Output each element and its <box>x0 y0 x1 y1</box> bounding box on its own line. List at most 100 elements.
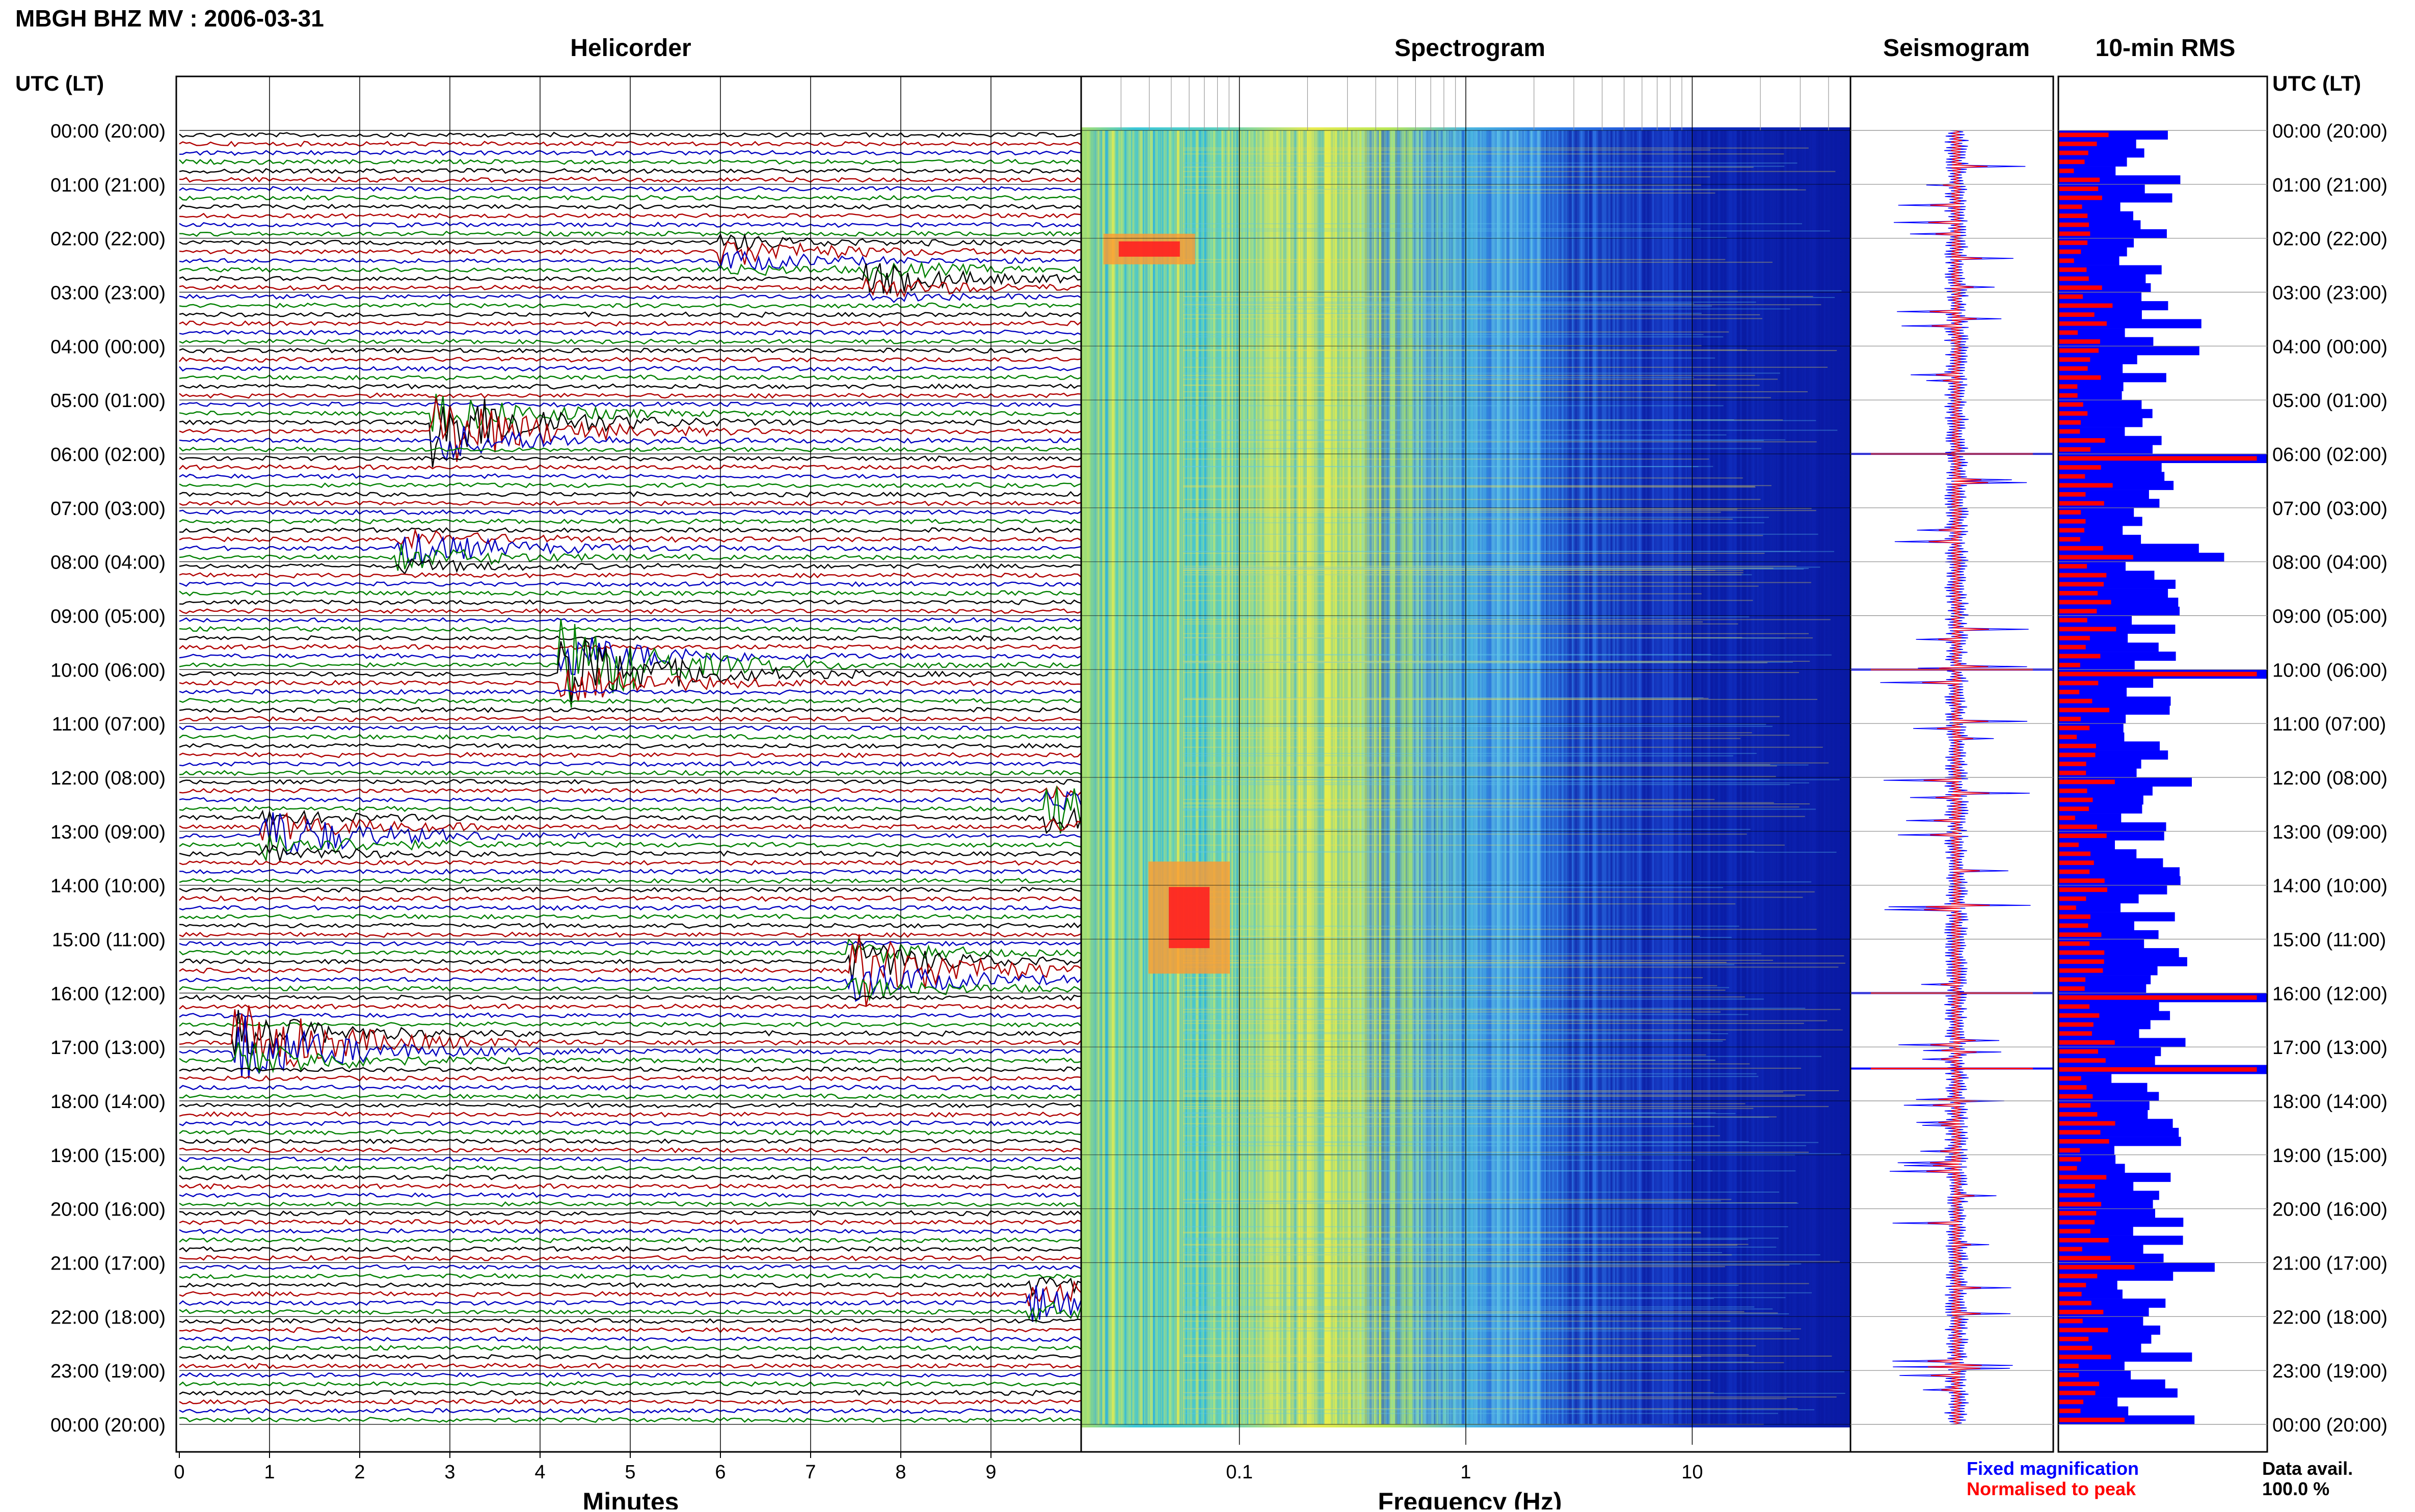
spectrogram-image <box>1081 76 1850 1445</box>
spectrogram-streak <box>1183 345 1702 346</box>
spectrogram-streak <box>1183 419 1783 421</box>
helicorder-x-tick-label: 7 <box>805 1462 816 1483</box>
hour-label-left: 10:00 (06:00) <box>50 660 166 681</box>
spectrogram-streak <box>1183 1283 1809 1284</box>
spectrogram-streak <box>1183 405 1724 407</box>
spectrogram-streak <box>1183 1338 1800 1340</box>
spectrogram-streak <box>1183 833 1747 835</box>
hour-label-right: 00:00 (20:00) <box>2272 121 2387 142</box>
spectrogram-streak <box>1183 508 1812 509</box>
spectrogram-streak <box>1183 350 1837 352</box>
rms-bar-normalised <box>2058 1291 2082 1297</box>
spectrogram-streak <box>1183 964 1735 965</box>
rms-title: 10-min RMS <box>2096 35 2236 62</box>
hour-label-left: 00:00 (20:00) <box>50 121 166 142</box>
rms-bar-normalised <box>2058 483 2113 488</box>
spectrogram-streak <box>1183 259 1726 260</box>
hour-label-left: 05:00 (01:00) <box>50 390 166 412</box>
spectrogram-streak <box>1183 776 1776 777</box>
spectrogram-streak <box>1183 803 1810 804</box>
rms-bar-normalised <box>2058 779 2115 785</box>
rms-bar-normalised <box>2058 914 2090 919</box>
spectrogram-streak <box>1183 1126 1715 1127</box>
rms-bar-normalised <box>2058 762 2086 766</box>
legend-fixed-magnification: Fixed magnification <box>1967 1458 2139 1479</box>
rms-bar-normalised <box>2058 627 2116 632</box>
spectrogram-streak <box>1183 1060 1715 1061</box>
rms-bar-normalised <box>2058 797 2093 802</box>
rms-bar-normalised <box>2058 1022 2094 1027</box>
rms-bar-normalised <box>2058 681 2099 686</box>
spectrogram-streak <box>1183 762 1829 764</box>
rms-bar-normalised <box>2058 1193 2095 1198</box>
spectrogram-streak <box>1183 188 1797 190</box>
spectrogram-streak <box>1183 829 1751 830</box>
rms-bar-normalised <box>2058 240 2088 245</box>
spectrogram-streak <box>1183 1298 1714 1299</box>
rms-bar-normalised <box>2058 582 2104 587</box>
spectrogram-streak <box>1183 1145 1807 1146</box>
spectrogram-streak <box>1183 1306 1755 1308</box>
hour-label-left: 07:00 (03:00) <box>50 498 166 520</box>
rms-bar-normalised <box>2058 1264 2135 1270</box>
spectrogram-streak <box>1183 376 1694 378</box>
hour-label-left: 16:00 (12:00) <box>50 983 166 1005</box>
helicorder-x-tick-label: 4 <box>534 1462 545 1483</box>
hour-row-labels: 00:00 (20:00) 00:00 (20:00) 01:00 (21:00) 0… <box>50 121 2387 1436</box>
spectrogram-streak <box>1183 724 1766 725</box>
spectrogram-streak <box>1183 661 1720 663</box>
hour-label-right: 21:00 (17:00) <box>2272 1253 2387 1275</box>
spectrogram-streak <box>1183 1142 1819 1143</box>
rms-bar-normalised <box>2058 348 2099 353</box>
rms-bar-normalised <box>2058 1328 2108 1333</box>
spectrogram-streak <box>1183 1297 1786 1299</box>
rms-bar-normalised <box>2058 617 2087 623</box>
spectrogram-streak <box>1183 732 1752 734</box>
spectrogram-streak <box>1183 1151 1809 1153</box>
rms-bar-normalised <box>2058 1040 2115 1045</box>
hour-label-left: 20:00 (16:00) <box>50 1199 166 1221</box>
spectrogram-streak <box>1183 998 1764 1000</box>
spectrogram-streak <box>1183 1396 1837 1398</box>
spectrogram-streak <box>1183 519 1733 520</box>
panel-frames <box>175 75 2268 1453</box>
spectrogram-streak <box>1183 619 1831 620</box>
spectrogram-streak <box>1183 305 1712 307</box>
hour-label-right: 00:00 (20:00) <box>2272 1415 2387 1436</box>
spectrogram-streak <box>1183 1116 1777 1118</box>
spectrogram-streak <box>1183 1019 1695 1020</box>
rms-bar-normalised <box>2058 1274 2098 1279</box>
spectrogram-streak <box>1183 485 1755 487</box>
rms-bar-normalised <box>2058 1337 2089 1341</box>
spectrogram-streak <box>1183 439 1786 441</box>
spectrogram-streak <box>1183 738 1741 739</box>
spectrogram-streak <box>1183 799 1715 800</box>
rms-bar-normalised <box>2058 429 2080 434</box>
spectrogram-streak <box>1183 318 1762 319</box>
rms-bar-normalised <box>2058 375 2101 380</box>
spectrogram-streak <box>1183 1356 1701 1357</box>
spectrogram-streak <box>1183 535 1763 536</box>
rms-bar-normalised <box>2058 1301 2091 1306</box>
spectrogram-streak <box>1183 448 1762 449</box>
hour-label-right: 07:00 (03:00) <box>2272 498 2387 520</box>
spectrogram-streak <box>1183 1008 1806 1009</box>
rms-bar-normalised <box>2058 609 2097 614</box>
spectrogram-streak <box>1183 809 1695 811</box>
spectrogram-streak <box>1183 1232 1701 1234</box>
spectrogram-streak <box>1183 499 1761 500</box>
spectrogram-streak <box>1183 1123 1694 1124</box>
spectrogram-streak <box>1183 808 1816 810</box>
spectrogram-streak <box>1183 672 1799 673</box>
rms-bar-normalised <box>2058 1175 2107 1180</box>
spectrogram-streak <box>1183 985 1718 986</box>
spectrogram-streak <box>1183 192 1715 194</box>
rms-bar-normalised <box>2058 1238 2109 1243</box>
rms-bar-normalised <box>2058 869 2090 874</box>
hour-label-right: 16:00 (12:00) <box>2272 983 2387 1005</box>
spectrogram-streak <box>1183 429 1838 431</box>
spectrogram-x-tick-label: 10 <box>1681 1462 1703 1483</box>
spectrogram-hot-spot <box>1118 241 1180 257</box>
hour-label-left: 21:00 (17:00) <box>50 1253 166 1275</box>
